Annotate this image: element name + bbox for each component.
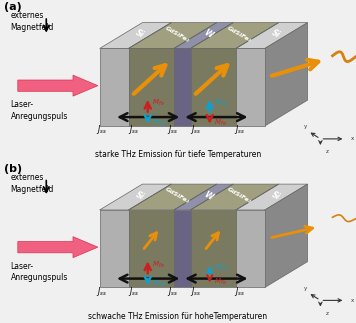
Polygon shape (190, 210, 236, 287)
Text: $J_{ss}$: $J_{ss}$ (167, 285, 178, 298)
Text: $J_{ss}$: $J_{ss}$ (190, 123, 201, 136)
Polygon shape (236, 48, 265, 126)
Text: z: z (326, 311, 329, 316)
Polygon shape (18, 237, 98, 258)
Polygon shape (129, 23, 217, 48)
Text: $M_{Fe}$: $M_{Fe}$ (152, 259, 166, 270)
Text: $M_{Gd}$: $M_{Gd}$ (152, 118, 167, 128)
Polygon shape (129, 184, 217, 210)
Text: externes
Magnetfeld: externes Magnetfeld (11, 11, 54, 32)
Text: $M_{Gd}$: $M_{Gd}$ (214, 262, 229, 273)
Text: x: x (351, 136, 354, 141)
Text: y: y (304, 124, 307, 129)
Polygon shape (174, 210, 190, 287)
Polygon shape (100, 48, 129, 126)
Text: externes
Magnetfeld: externes Magnetfeld (11, 173, 54, 193)
Polygon shape (129, 48, 174, 126)
Text: $M_{Fe}$: $M_{Fe}$ (214, 118, 227, 128)
Text: $M_{Fe}$: $M_{Fe}$ (214, 277, 227, 287)
Text: y: y (304, 286, 307, 291)
Text: GdSiFe₂: GdSiFe₂ (164, 187, 190, 205)
Text: starke THz Emission für tiefe Temperaturen: starke THz Emission für tiefe Temperatur… (95, 150, 261, 159)
Text: Laser-
Anregungspuls: Laser- Anregungspuls (11, 100, 68, 121)
Polygon shape (174, 48, 190, 126)
Polygon shape (236, 210, 265, 287)
Text: z: z (326, 149, 329, 154)
Text: $J_{ss}$: $J_{ss}$ (96, 123, 107, 136)
Polygon shape (18, 75, 98, 96)
Text: GdSiFe₂: GdSiFe₂ (226, 187, 252, 205)
Text: Si: Si (134, 28, 146, 40)
Text: $M_{Gd}$: $M_{Gd}$ (152, 279, 167, 289)
Text: $M_{Gd}$: $M_{Gd}$ (214, 98, 229, 108)
Polygon shape (236, 184, 308, 210)
Polygon shape (129, 210, 174, 287)
Text: $J_{ss}$: $J_{ss}$ (96, 285, 107, 298)
Text: (b): (b) (4, 164, 22, 174)
Polygon shape (265, 184, 308, 287)
Text: $J_{ss}$: $J_{ss}$ (129, 123, 140, 136)
Text: (a): (a) (4, 2, 21, 12)
Text: $M_{Fe}$: $M_{Fe}$ (152, 98, 166, 108)
Polygon shape (100, 184, 171, 210)
Polygon shape (236, 23, 308, 48)
Text: $J_{ss}$: $J_{ss}$ (234, 285, 245, 298)
Polygon shape (174, 23, 233, 48)
Text: x: x (351, 298, 354, 303)
Text: $J_{ss}$: $J_{ss}$ (167, 123, 178, 136)
Text: Laser-
Anregungspuls: Laser- Anregungspuls (11, 262, 68, 283)
Polygon shape (100, 23, 171, 48)
Text: W: W (202, 28, 214, 40)
Text: $J_{ss}$: $J_{ss}$ (234, 123, 245, 136)
Polygon shape (190, 23, 279, 48)
Text: $J_{ss}$: $J_{ss}$ (129, 285, 140, 298)
Text: GdSiFe₂: GdSiFe₂ (226, 25, 252, 43)
Text: Si: Si (270, 28, 282, 40)
Text: W: W (202, 190, 214, 202)
Polygon shape (174, 184, 233, 210)
Text: Si: Si (134, 190, 146, 202)
Text: GdSiFe₂: GdSiFe₂ (164, 25, 190, 43)
Text: Si: Si (270, 190, 282, 202)
Polygon shape (265, 23, 308, 126)
Polygon shape (190, 48, 236, 126)
Polygon shape (190, 184, 279, 210)
Text: schwache THz Emission für hoheTemperaturen: schwache THz Emission für hoheTemperatur… (88, 312, 268, 320)
Polygon shape (100, 210, 129, 287)
Text: $J_{ss}$: $J_{ss}$ (190, 285, 201, 298)
